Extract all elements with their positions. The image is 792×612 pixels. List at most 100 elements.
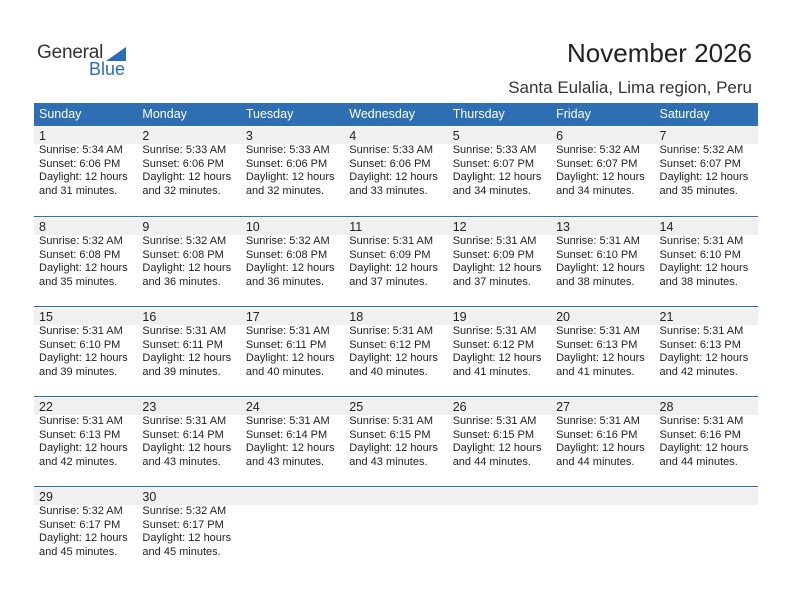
sunset-time: Sunset: 6:12 PM (349, 338, 431, 351)
sunset-time: Sunset: 6:14 PM (142, 428, 224, 441)
day-number: 15 (39, 310, 53, 324)
day-cell: 7 Sunrise: 5:32 AM Sunset: 6:07 PM Daylight… (655, 126, 758, 198)
sunrise-time: Sunrise: 5:31 AM (452, 415, 537, 427)
day-number: 27 (556, 400, 571, 414)
day-cell: 15 Sunrise: 5:31 AM Sunset: 6:10 PM Dayligh… (34, 307, 137, 379)
day-number: 25 (349, 400, 364, 414)
day-number-band (34, 308, 758, 325)
day-number: 28 (659, 400, 674, 414)
sunrise-time: Sunrise: 5:31 AM (39, 415, 123, 427)
sunset-time: Sunset: 6:17 PM (142, 518, 224, 531)
sunrise-time: Sunrise: 5:31 AM (659, 325, 744, 337)
sunrise-time: Sunrise: 5:31 AM (349, 325, 434, 337)
sunrise-time: Sunrise: 5:33 AM (349, 144, 434, 156)
day-cell: 1 Sunrise: 5:34 AM Sunset: 6:06 PM Daylight… (34, 126, 137, 198)
sunrise-time: Sunrise: 5:32 AM (39, 505, 123, 517)
day-cell: 4 Sunrise: 5:33 AM Sunset: 6:06 PM Daylight… (344, 126, 447, 198)
day-number: 29 (39, 490, 53, 504)
sunset-time: Sunset: 6:13 PM (659, 338, 741, 351)
daylight-duration: Daylight: 12 hours and 37 minutes. (452, 262, 542, 288)
sunset-time: Sunset: 6:06 PM (142, 157, 224, 170)
sunrise-time: Sunrise: 5:31 AM (556, 235, 640, 247)
day-cell: 14 Sunrise: 5:31 AM Sunset: 6:10 PM Dayligh… (655, 217, 758, 289)
daylight-duration: Daylight: 12 hours and 31 minutes. (39, 171, 128, 197)
day-number: 18 (349, 310, 364, 324)
daylight-duration: Daylight: 12 hours and 41 minutes. (452, 352, 542, 378)
day-cell: 3 Sunrise: 5:33 AM Sunset: 6:06 PM Daylight… (241, 126, 344, 198)
day-number-band (34, 127, 758, 144)
sunrise-time: Sunrise: 5:31 AM (142, 415, 227, 427)
day-number: 24 (245, 400, 260, 414)
daylight-duration: Daylight: 12 hours and 36 minutes. (142, 262, 232, 288)
day-number: 20 (556, 310, 571, 324)
sunset-time: Sunset: 6:09 PM (452, 248, 535, 261)
day-number-band (34, 218, 758, 235)
weekday-friday: Friday (556, 107, 591, 121)
day-number: 16 (142, 310, 157, 324)
daylight-duration: Daylight: 12 hours and 41 minutes. (556, 352, 645, 378)
sunset-time: Sunset: 6:11 PM (142, 338, 223, 351)
logo-triangle-icon (106, 47, 126, 61)
day-number: 19 (452, 310, 467, 324)
daylight-duration: Daylight: 12 hours and 32 minutes. (142, 171, 232, 197)
daylight-duration: Daylight: 12 hours and 34 minutes. (452, 171, 542, 197)
sunset-time: Sunset: 6:06 PM (39, 157, 121, 170)
sunset-time: Sunset: 6:16 PM (659, 428, 741, 441)
day-number: 13 (556, 220, 571, 234)
sunrise-time: Sunrise: 5:31 AM (349, 415, 434, 427)
day-cell: 17 Sunrise: 5:31 AM Sunset: 6:11 PM Dayligh… (241, 307, 344, 379)
day-number: 6 (556, 129, 564, 143)
daylight-duration: Daylight: 12 hours and 43 minutes. (142, 442, 232, 468)
daylight-duration: Daylight: 12 hours and 34 minutes. (556, 171, 645, 197)
sunset-time: Sunset: 6:10 PM (556, 248, 638, 261)
calendar-week: 1 Sunrise: 5:34 AM Sunset: 6:06 PM Daylight… (34, 126, 758, 216)
calendar-week: 29 Sunrise: 5:32 AM Sunset: 6:17 PM Dayligh… (34, 486, 758, 576)
day-number-band (34, 398, 758, 415)
daylight-duration: Daylight: 12 hours and 43 minutes. (245, 442, 335, 468)
day-cell: 11 Sunrise: 5:31 AM Sunset: 6:09 PM Dayligh… (344, 217, 447, 289)
daylight-duration: Daylight: 12 hours and 36 minutes. (245, 262, 335, 288)
day-number: 11 (349, 220, 363, 234)
day-number: 10 (245, 220, 260, 234)
daylight-duration: Daylight: 12 hours and 44 minutes. (659, 442, 749, 468)
daylight-duration: Daylight: 12 hours and 38 minutes. (556, 262, 645, 288)
day-number: 1 (39, 129, 46, 143)
sunrise-time: Sunrise: 5:32 AM (142, 235, 227, 247)
calendar: Sunday Monday Tuesday Wednesday Thursday Frid… (34, 103, 758, 576)
sunset-time: Sunset: 6:13 PM (556, 338, 638, 351)
day-number: 30 (142, 490, 157, 504)
day-cell: 12 Sunrise: 5:31 AM Sunset: 6:09 PM Dayligh… (448, 217, 551, 289)
sunset-time: Sunset: 6:07 PM (452, 157, 535, 170)
daylight-duration: Daylight: 12 hours and 35 minutes. (659, 171, 749, 197)
weekday-wednesday: Wednesday (349, 107, 416, 121)
sunset-time: Sunset: 6:10 PM (659, 248, 741, 261)
page-title: November 2026 (567, 38, 752, 68)
sunset-time: Sunset: 6:08 PM (245, 248, 328, 261)
sunset-time: Sunset: 6:17 PM (39, 518, 121, 531)
sunset-time: Sunset: 6:16 PM (556, 428, 638, 441)
day-cell: 26 Sunrise: 5:31 AM Sunset: 6:15 PM Dayligh… (448, 397, 551, 469)
day-cell: 18 Sunrise: 5:31 AM Sunset: 6:12 PM Dayligh… (344, 307, 447, 379)
weekday-saturday: Saturday (659, 107, 710, 121)
daylight-duration: Daylight: 12 hours and 45 minutes. (142, 532, 232, 558)
sunset-time: Sunset: 6:07 PM (556, 157, 638, 170)
day-number: 2 (142, 129, 150, 143)
sunrise-time: Sunrise: 5:32 AM (556, 144, 640, 156)
daylight-duration: Daylight: 12 hours and 42 minutes. (39, 442, 128, 468)
daylight-duration: Daylight: 12 hours and 38 minutes. (659, 262, 749, 288)
sunrise-time: Sunrise: 5:31 AM (245, 415, 330, 427)
calendar-week: 15 Sunrise: 5:31 AM Sunset: 6:10 PM Dayligh… (34, 306, 758, 396)
calendar-week: 8 Sunrise: 5:32 AM Sunset: 6:08 PM Daylight… (34, 216, 758, 306)
day-number: 12 (452, 220, 467, 234)
day-cell: 20 Sunrise: 5:31 AM Sunset: 6:13 PM Dayligh… (551, 307, 654, 379)
logo-blue: Blue (89, 59, 126, 79)
day-number: 9 (142, 220, 150, 234)
sunrise-time: Sunrise: 5:31 AM (556, 415, 640, 427)
day-cell: 2 Sunrise: 5:33 AM Sunset: 6:06 PM Daylight… (137, 126, 240, 198)
daylight-duration: Daylight: 12 hours and 40 minutes. (245, 352, 335, 378)
sunrise-time: Sunrise: 5:31 AM (349, 235, 434, 247)
sunset-time: Sunset: 6:06 PM (245, 157, 328, 170)
day-cell: 5 Sunrise: 5:33 AM Sunset: 6:07 PM Daylight… (448, 126, 551, 198)
sunrise-time: Sunrise: 5:32 AM (245, 235, 330, 247)
sunset-time: Sunset: 6:08 PM (39, 248, 121, 261)
